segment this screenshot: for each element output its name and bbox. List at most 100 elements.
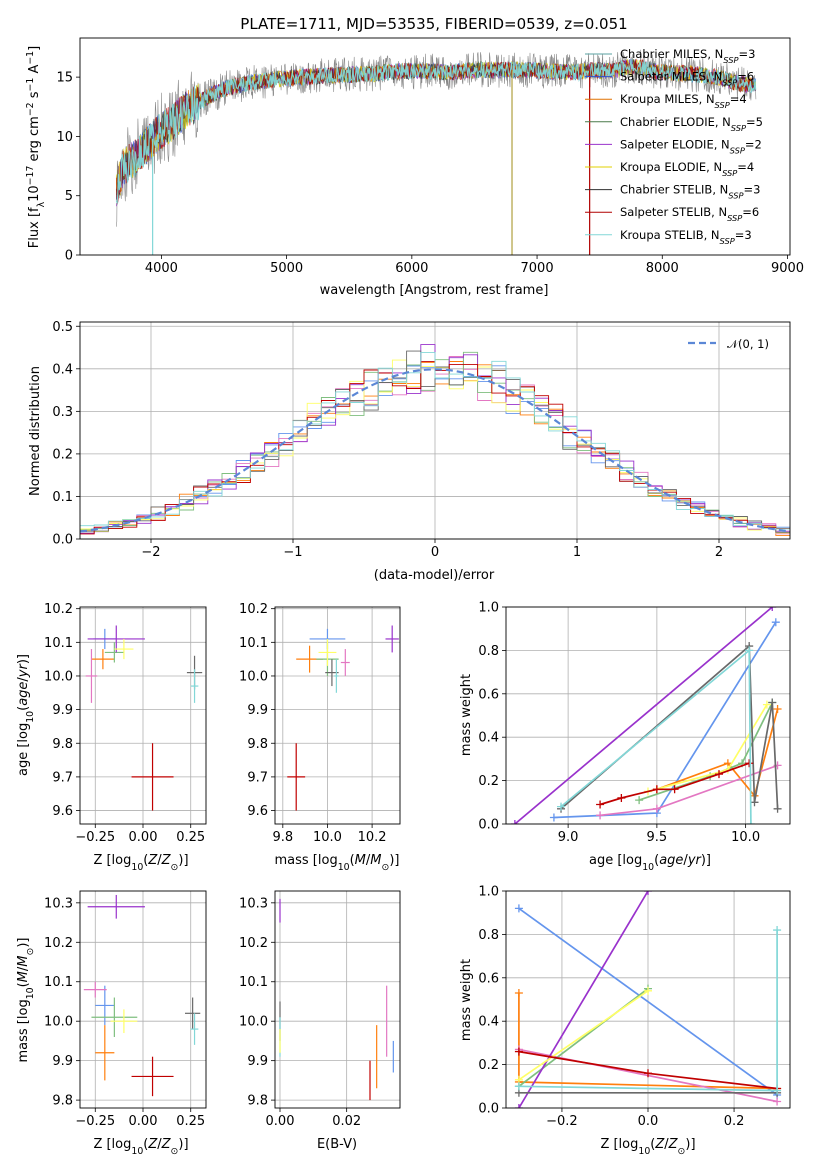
- y-tick-label: 0.6: [478, 687, 499, 702]
- y-tick-label: 0: [65, 249, 73, 264]
- y-tick-label: 0.4: [478, 731, 499, 746]
- y-tick-label: 10.2: [239, 602, 268, 617]
- x-axis-label: Z [log10(Z/Z⊙)]: [93, 1137, 188, 1157]
- residuals-axes: −2 −1 0 1 2 0.0 0.1 0.2 0.3 0.4 0.5: [52, 320, 791, 560]
- y-tick-label: 9.8: [247, 737, 268, 752]
- legend-label: Chabrier MILES, NSSP=3: [620, 47, 755, 65]
- mass-weight-marker: [773, 1097, 782, 1106]
- y-tick-label: 0.0: [478, 818, 499, 833]
- legend-label: Salpeter ELODIE, NSSP=2: [620, 137, 762, 155]
- y-tick-label: 0.6: [478, 971, 499, 986]
- mass-weight-line: [656, 708, 779, 798]
- legend-label: 𝒩(0, 1): [727, 337, 769, 351]
- y-tick-label: 0.8: [478, 644, 499, 659]
- x-tick-label: 7000: [521, 261, 554, 276]
- mass-weight-marker: [617, 793, 626, 802]
- spectrum-frame: [79, 37, 791, 256]
- mass-weight-marker: [745, 759, 754, 768]
- mass_vs_ebv-frame: [274, 890, 401, 1109]
- x-axis-label: Z [log10(Z/Z⊙)]: [93, 853, 188, 873]
- x-tick-label: 0.25: [176, 830, 205, 845]
- mass-weight-marker: [514, 988, 523, 997]
- y-tick-label: 9.9: [247, 703, 268, 718]
- y-tick-label: 10.0: [239, 669, 268, 684]
- mass-weight-marker: [557, 802, 566, 811]
- x-tick-label: 2: [715, 545, 723, 560]
- massweight_vs_age-axes: 9.0 9.5 10.0 0.0 0.2 0.4 0.6 0.8 1.0: [478, 601, 791, 845]
- x-tick-label: 9.8: [272, 830, 293, 845]
- y-tick-label: 5: [65, 189, 73, 204]
- y-axis-label: mass weight: [459, 674, 474, 756]
- mass-weight-marker: [596, 800, 605, 809]
- mass-weight-marker: [644, 891, 652, 895]
- x-tick-label: 0.00: [129, 830, 158, 845]
- x-tick-label: 8000: [646, 261, 679, 276]
- legend-label: Salpeter MILES, NSSP=6: [620, 70, 754, 88]
- x-tick-label: 0.00: [266, 1114, 295, 1129]
- y-tick-label: 9.9: [52, 1054, 73, 1069]
- y-axis-label: Flux [fλ10−17 erg cm−2 s−1 A−1]: [25, 46, 47, 248]
- x-tick-label: 6000: [395, 261, 428, 276]
- massweight_vs_Z-plot-area: [514, 891, 782, 1108]
- x-tick-label: −0.2: [546, 1114, 578, 1129]
- y-tick-label: 0.0: [52, 533, 73, 548]
- y-tick-label: 10: [56, 130, 73, 145]
- y-tick-label: 0.1: [52, 490, 73, 505]
- y-tick-label: 0.4: [52, 362, 73, 377]
- y-tick-label: 10.1: [239, 975, 268, 990]
- age_vs_Z-plot-area: [85, 625, 203, 811]
- y-tick-label: 9.6: [247, 804, 268, 819]
- massweight_vs_age-frame: [505, 606, 791, 825]
- y-axis-label: Normed distribution: [28, 366, 43, 496]
- y-tick-label: 1.0: [478, 601, 499, 616]
- x-tick-label: 10.0: [313, 830, 342, 845]
- x-tick-label: 9.0: [558, 830, 579, 845]
- y-tick-label: 0.5: [52, 320, 73, 335]
- y-axis-label: mass weight: [459, 959, 474, 1041]
- x-tick-label: 10.0: [731, 830, 760, 845]
- y-tick-label: 9.9: [52, 703, 73, 718]
- mass-weight-marker: [745, 646, 754, 655]
- x-tick-label: 9000: [771, 261, 804, 276]
- y-tick-label: 0.8: [478, 928, 499, 943]
- mass-weight-marker: [652, 785, 661, 794]
- age_vs_mass-frame: [274, 606, 401, 825]
- mass-weight-marker: [670, 785, 679, 794]
- mass-weight-marker: [762, 700, 771, 709]
- y-tick-label: 10.2: [239, 936, 268, 951]
- y-tick-label: 0.3: [52, 405, 73, 420]
- y-tick-label: 0.2: [478, 1058, 499, 1073]
- mass_vs_Z-plot-area: [83, 894, 201, 1097]
- x-tick-label: −0.25: [75, 1114, 115, 1129]
- y-tick-label: 1.0: [478, 885, 499, 900]
- legend-label: Kroupa ELODIE, NSSP=4: [620, 160, 754, 178]
- x-tick-label: 0.0: [638, 1114, 659, 1129]
- y-tick-label: 0.4: [478, 1015, 499, 1030]
- y-tick-label: 9.8: [52, 737, 73, 752]
- mass-weight-line: [518, 891, 649, 1108]
- y-axis-label: mass [log10(M/M⊙)]: [16, 938, 36, 1063]
- x-tick-label: 0.25: [176, 1114, 205, 1129]
- mass-weight-marker: [746, 820, 755, 824]
- legend-label: Kroupa MILES, NSSP=4: [620, 92, 747, 110]
- mass-weight-marker: [768, 698, 777, 707]
- x-tick-label: 4000: [145, 261, 178, 276]
- mass-weight-line: [518, 907, 778, 1096]
- y-tick-label: 10.3: [239, 896, 268, 911]
- x-tick-label: −1: [283, 545, 302, 560]
- x-axis-label: Z [log10(Z/Z⊙)]: [600, 1137, 695, 1157]
- y-tick-label: 0.2: [478, 774, 499, 789]
- mass-weight-marker: [596, 811, 605, 820]
- y-tick-label: 9.6: [52, 804, 73, 819]
- x-tick-label: −2: [141, 545, 160, 560]
- legend-label: Chabrier ELODIE, NSSP=5: [620, 115, 763, 133]
- mass-weight-marker: [768, 607, 777, 611]
- mass_vs_ebv-plot-area: [279, 898, 394, 1101]
- y-tick-label: 9.9: [247, 1054, 268, 1069]
- mass-weight-marker: [750, 798, 759, 807]
- mass-weight-marker: [514, 904, 523, 913]
- mass_vs_ebv-axes: 0.00 0.02 9.8 9.9 10.0 10.1 10.2 10.3: [239, 890, 401, 1129]
- residuals-plot-area: [80, 344, 790, 536]
- y-tick-label: 9.7: [247, 770, 268, 785]
- mass-weight-line: [518, 990, 649, 1081]
